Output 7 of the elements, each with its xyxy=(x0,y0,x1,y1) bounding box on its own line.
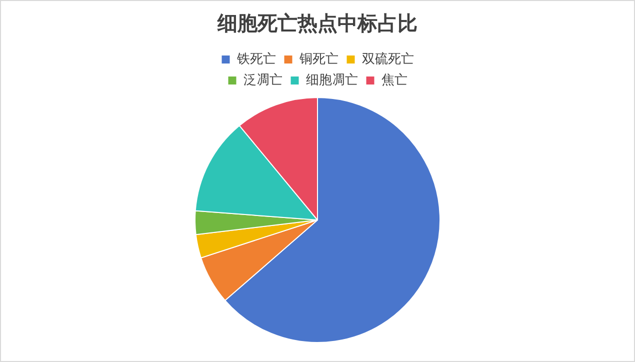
legend-label: 焦亡 xyxy=(381,72,408,88)
legend-label: 泛凋亡 xyxy=(243,72,282,88)
legend-label: 细胞凋亡 xyxy=(306,72,358,88)
legend-label: 铜死亡 xyxy=(298,50,338,67)
chart-title: 细胞死亡热点中标占比 xyxy=(216,11,418,36)
legend-label: 铁死亡 xyxy=(236,50,276,67)
legend-label: 双硫死亡 xyxy=(362,50,414,67)
